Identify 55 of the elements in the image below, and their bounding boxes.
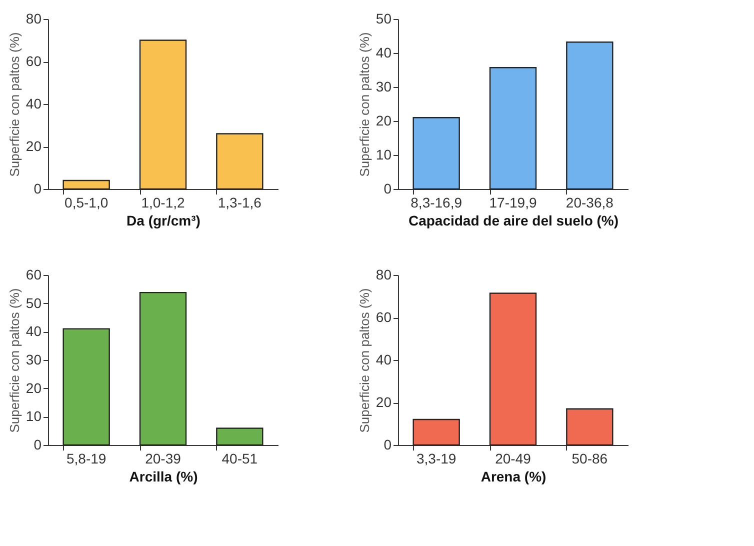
- y-tick-label: 0: [34, 436, 42, 452]
- x-tick-label: 17-19,9: [489, 194, 537, 210]
- x-tick-label: 20-39: [145, 450, 182, 466]
- x-tick-label: 1,0-1,2: [141, 194, 186, 210]
- x-tick-label: 8,3-16,9: [410, 194, 462, 210]
- bar: [139, 292, 187, 446]
- bar: [412, 418, 460, 446]
- y-tick-label: 50: [26, 294, 42, 311]
- x-tick-label: 20-36,8: [566, 194, 614, 210]
- x-axis-title: Arena (%): [480, 468, 546, 484]
- y-tick-label: 20: [26, 138, 42, 154]
- y-axis-title: Superficie con paltos (%): [356, 32, 372, 177]
- y-tick-label: 50: [376, 10, 392, 26]
- x-tick-label: 0,5-1,0: [64, 194, 108, 210]
- y-tick-label: 30: [376, 78, 392, 94]
- bar: [489, 292, 537, 446]
- y-tick-label: 0: [384, 436, 392, 452]
- y-tick-label: 10: [376, 146, 392, 162]
- x-axis-title: Da (gr/cm³): [126, 212, 200, 228]
- x-tick-label: 3,3-19: [416, 450, 456, 466]
- y-tick-label: 80: [376, 266, 392, 282]
- y-tick-label: 40: [376, 44, 392, 60]
- y-tick-label: 60: [376, 309, 392, 325]
- x-axis-title: Arcilla (%): [129, 468, 198, 484]
- y-tick-label: 30: [26, 352, 42, 368]
- y-tick-label: 20: [376, 394, 392, 410]
- x-tick-label: 40-51: [222, 450, 258, 466]
- y-tick-label: 10: [26, 408, 42, 424]
- y-axis-title: Superficie con paltos (%): [6, 32, 22, 177]
- y-tick-label: 80: [26, 10, 42, 26]
- y-tick-label: 0: [384, 180, 392, 196]
- bar: [566, 42, 614, 190]
- bar: [139, 40, 187, 190]
- y-tick-label: 40: [26, 96, 42, 112]
- bar: [489, 67, 537, 190]
- bar: [216, 428, 264, 446]
- y-tick-label: 0: [34, 180, 42, 196]
- y-tick-label: 40: [376, 352, 392, 368]
- x-tick-label: 20-49: [495, 450, 532, 466]
- x-tick-label: 50-86: [572, 450, 608, 466]
- bar: [62, 180, 110, 190]
- bar: [412, 117, 460, 190]
- y-tick-label: 60: [26, 53, 42, 69]
- y-axis-title: Superficie con paltos (%): [6, 288, 22, 433]
- y-tick-label: 20: [376, 112, 392, 128]
- x-tick-label: 1,3-1,6: [218, 194, 262, 210]
- y-tick-label: 60: [26, 266, 42, 282]
- x-tick-label: 5,8-19: [66, 450, 106, 466]
- bar: [62, 328, 110, 446]
- bar: [566, 408, 614, 446]
- y-axis-title: Superficie con paltos (%): [356, 288, 372, 433]
- y-tick-label: 40: [26, 323, 42, 340]
- bar: [216, 133, 264, 190]
- x-axis-title: Capacidad de aire del suelo (%): [408, 212, 619, 228]
- y-tick-label: 20: [26, 380, 42, 396]
